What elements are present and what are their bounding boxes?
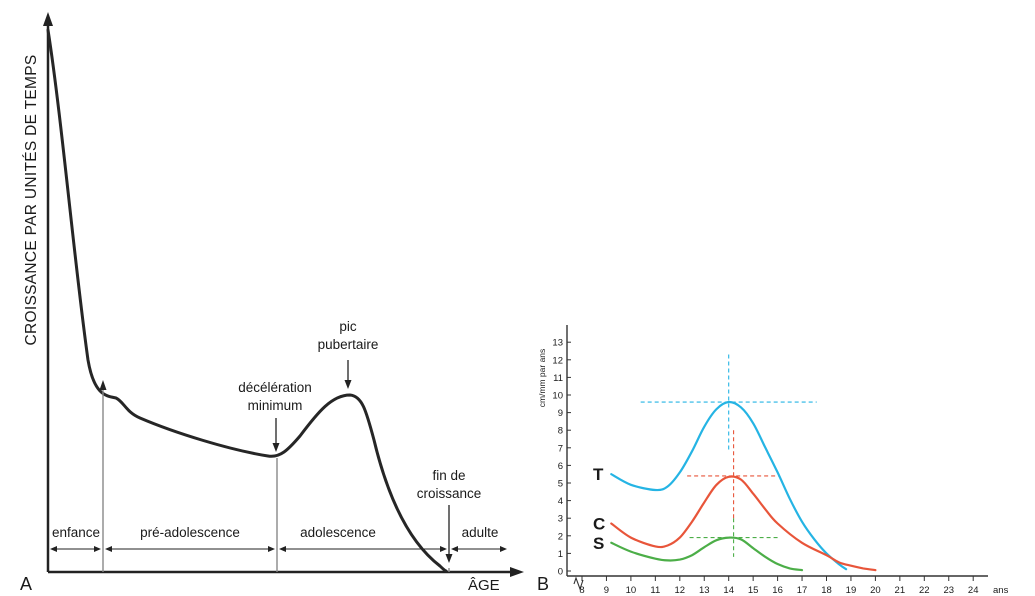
series-name-c: C xyxy=(593,514,605,533)
series-name-s: S xyxy=(593,534,604,553)
y-tick-label: 9 xyxy=(558,408,563,419)
x-tick-label: 13 xyxy=(699,585,710,596)
phase-label-preadolescence: pré-adolescence xyxy=(140,525,240,540)
pic-label-line2: pubertaire xyxy=(318,337,379,352)
panel-a: CROISSANCE PAR UNITÉS DE TEMPS ÂGE A déc… xyxy=(20,12,524,594)
series-line-t xyxy=(610,400,848,571)
y-tick-label: 5 xyxy=(558,479,563,490)
fin-arrow-head xyxy=(445,554,453,563)
series-name-t: T xyxy=(593,465,604,484)
series-line-s xyxy=(610,536,804,572)
phase-label-adulte: adulte xyxy=(462,525,499,540)
phase-arrowhead xyxy=(500,546,507,552)
y-tick-label: 8 xyxy=(558,426,563,437)
phase-label-adolescence: adolescence xyxy=(300,525,376,540)
panel-b-y-label: cm/mm par ans xyxy=(537,349,547,408)
x-tick-label: 16 xyxy=(772,585,783,596)
y-tick-label: 10 xyxy=(552,391,563,402)
y-tick-label: 11 xyxy=(553,373,563,384)
x-tick-label: 9 xyxy=(604,585,609,596)
axis-break-icon xyxy=(573,576,584,591)
x-tick-label: 18 xyxy=(821,585,832,596)
x-tick-label: 21 xyxy=(895,585,906,596)
x-tick-label: 19 xyxy=(846,585,857,596)
panel-b-peak-crosshairs xyxy=(640,354,817,557)
panel-a-x-axis-arrow xyxy=(510,567,524,577)
x-tick-label: 24 xyxy=(968,585,979,596)
x-tick-label: 11 xyxy=(650,585,660,596)
divider-enfance-arrow xyxy=(99,380,107,390)
y-tick-label: 2 xyxy=(558,531,563,542)
pic-label-line1: pic xyxy=(339,319,357,334)
phase-arrowhead xyxy=(268,546,275,552)
panel-b-x-unit: ans xyxy=(993,585,1009,596)
decel-arrow-head xyxy=(272,443,280,452)
pic-arrow-head xyxy=(344,380,352,389)
y-tick-label: 12 xyxy=(552,355,563,366)
growth-velocity-curve xyxy=(46,28,448,573)
phase-arrowhead xyxy=(94,546,101,552)
y-tick-label: 7 xyxy=(558,443,563,454)
y-tick-label: 0 xyxy=(558,567,563,578)
y-tick-label: 4 xyxy=(558,496,563,507)
decel-label-line2: minimum xyxy=(248,398,303,413)
fin-label-line1: fin de xyxy=(432,468,465,483)
x-tick-label: 10 xyxy=(626,585,637,596)
y-tick-label: 3 xyxy=(558,514,563,525)
x-tick-label: 17 xyxy=(797,585,808,596)
y-tick-label: 13 xyxy=(552,338,563,349)
y-tick-label: 6 xyxy=(558,461,563,472)
x-tick-label: 23 xyxy=(943,585,954,596)
panel-b-series-names: T CS xyxy=(593,465,605,553)
series-line-c xyxy=(610,475,877,572)
panel-a-y-label: CROISSANCE PAR UNITÉS DE TEMPS xyxy=(23,55,40,346)
phase-arrowhead xyxy=(440,546,447,552)
decel-label-line1: décélération xyxy=(238,380,312,395)
panel-a-letter: A xyxy=(20,574,32,594)
panel-b-series xyxy=(610,400,877,572)
phase-arrowhead xyxy=(279,546,286,552)
phase-arrowhead xyxy=(451,546,458,552)
phase-arrowheads xyxy=(50,546,507,552)
panel-a-y-axis-arrow xyxy=(43,12,53,26)
y-tick-label: 1 xyxy=(558,549,563,560)
fin-label-line2: croissance xyxy=(417,486,482,501)
x-tick-label: 20 xyxy=(870,585,881,596)
x-tick-label: 12 xyxy=(675,585,686,596)
panel-b-x-ticks: 8 9 10 11 12 13 14 15 16 17 18 19 20 21 22 23 24 xyxy=(579,576,978,596)
phase-arrowhead xyxy=(50,546,57,552)
x-tick-label: 8 xyxy=(579,585,584,596)
phase-arrowhead xyxy=(105,546,112,552)
panel-b-letter: B xyxy=(537,574,549,594)
x-tick-label: 14 xyxy=(723,585,734,596)
panel-a-x-label: ÂGE xyxy=(468,577,500,594)
x-tick-label: 22 xyxy=(919,585,930,596)
phase-label-enfance: enfance xyxy=(52,525,100,540)
x-tick-label: 15 xyxy=(748,585,759,596)
